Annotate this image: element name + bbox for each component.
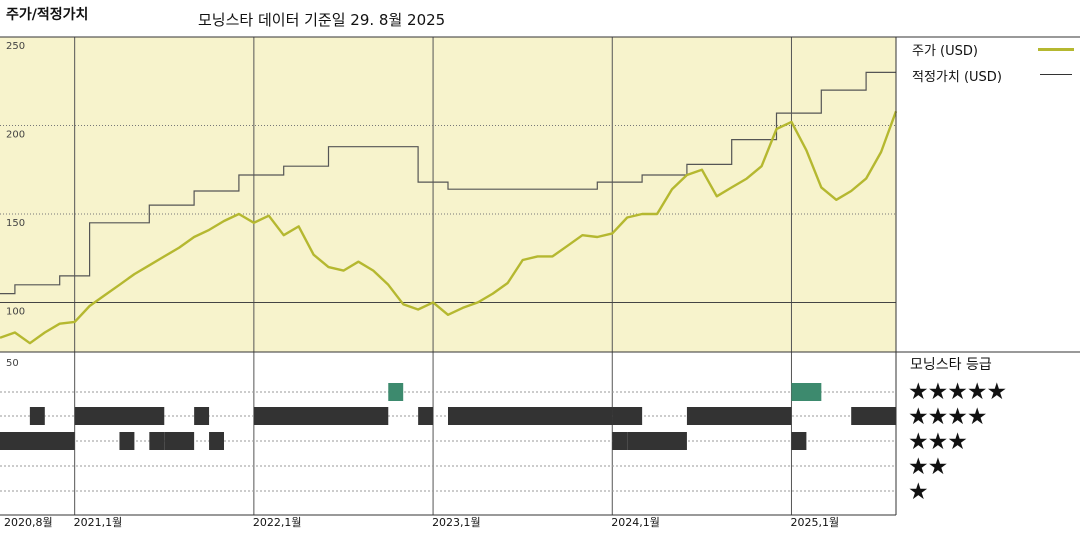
y-tick-label: 150 bbox=[6, 218, 25, 229]
rating-bars bbox=[0, 383, 896, 450]
chart-title: 주가/적정가치 bbox=[6, 7, 89, 23]
rating-bar bbox=[851, 407, 896, 425]
rating-3-stars: ★★★ bbox=[908, 429, 968, 455]
rating-y-tick: 50 bbox=[6, 358, 19, 369]
rating-bar bbox=[686, 407, 792, 425]
y-tick-label: 250 bbox=[6, 41, 25, 52]
rating-1-star: ★ bbox=[908, 479, 929, 505]
rating-5-stars: ★★★★★ bbox=[908, 379, 1007, 405]
x-tick-label: 2020,8월 bbox=[4, 516, 53, 529]
rating-bar bbox=[612, 407, 643, 425]
rating-bar bbox=[74, 407, 165, 425]
x-tick-label: 2021,1월 bbox=[73, 516, 123, 529]
rating-panel-title: 모닝스타 등급 bbox=[910, 357, 992, 373]
x-tick-label: 2022,1월 bbox=[252, 516, 302, 529]
legend-fair-value-swatch bbox=[1040, 74, 1072, 75]
legend-price-swatch bbox=[1038, 48, 1074, 51]
rating-bar bbox=[194, 407, 210, 425]
rating-bar bbox=[0, 432, 75, 450]
x-tick-label: 2024,1월 bbox=[611, 516, 660, 529]
rating-bar bbox=[29, 407, 45, 425]
rating-bar bbox=[119, 432, 135, 450]
rating-bar bbox=[627, 432, 687, 450]
fair-value-line bbox=[0, 71, 896, 295]
y-axis-labels: 100 150 200 250 bbox=[6, 41, 25, 317]
y-tick-label: 100 bbox=[6, 306, 25, 317]
legend-fair-value-label: 적정가치 (USD) bbox=[912, 70, 1002, 85]
price-line bbox=[0, 110, 898, 345]
rating-bar bbox=[209, 432, 224, 450]
x-tick-label: 2025,1월 bbox=[790, 516, 840, 529]
rating-2-stars: ★★ bbox=[908, 454, 948, 480]
rating-bar bbox=[149, 432, 165, 450]
rating-bar bbox=[388, 383, 404, 401]
y-tick-label: 200 bbox=[6, 129, 25, 140]
rating-bar bbox=[612, 432, 628, 450]
rating-bar bbox=[791, 432, 807, 450]
rating-bar bbox=[791, 383, 822, 401]
rating-4-stars: ★★★★ bbox=[908, 404, 987, 430]
rating-bar bbox=[164, 432, 195, 450]
rating-bar bbox=[253, 407, 389, 425]
plot-background bbox=[0, 37, 896, 352]
x-tick-label: 2023,1월 bbox=[432, 516, 481, 529]
legend-price-label: 주가 (USD) bbox=[912, 44, 978, 59]
rating-bar bbox=[418, 407, 434, 425]
data-date-subtitle: 모닝스타 데이터 기준일 29. 8월 2025 bbox=[198, 11, 446, 29]
rating-bar bbox=[448, 407, 613, 425]
